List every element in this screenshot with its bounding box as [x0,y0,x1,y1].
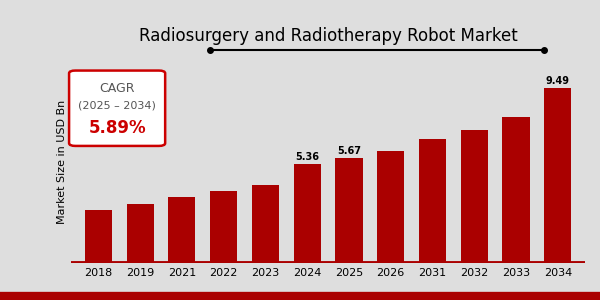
Bar [335,158,362,262]
Bar [419,140,446,262]
Text: 9.49: 9.49 [546,76,570,86]
Bar [210,191,237,262]
Bar [377,151,404,262]
Y-axis label: Market Size in USD Bn: Market Size in USD Bn [57,99,67,224]
Text: 5.67: 5.67 [337,146,361,156]
Bar [461,130,488,262]
Bar [85,210,112,262]
Text: (2025 – 2034): (2025 – 2034) [78,100,156,110]
Bar [293,164,321,262]
Text: 5.36: 5.36 [295,152,319,162]
Bar [127,204,154,262]
FancyBboxPatch shape [69,70,165,146]
Bar [502,117,530,262]
Title: Radiosurgery and Radiotherapy Robot Market: Radiosurgery and Radiotherapy Robot Mark… [139,27,517,45]
Bar [252,184,279,262]
Bar [544,88,571,262]
Bar [168,197,196,262]
Text: 5.89%: 5.89% [88,118,146,136]
Text: CAGR: CAGR [100,82,135,95]
